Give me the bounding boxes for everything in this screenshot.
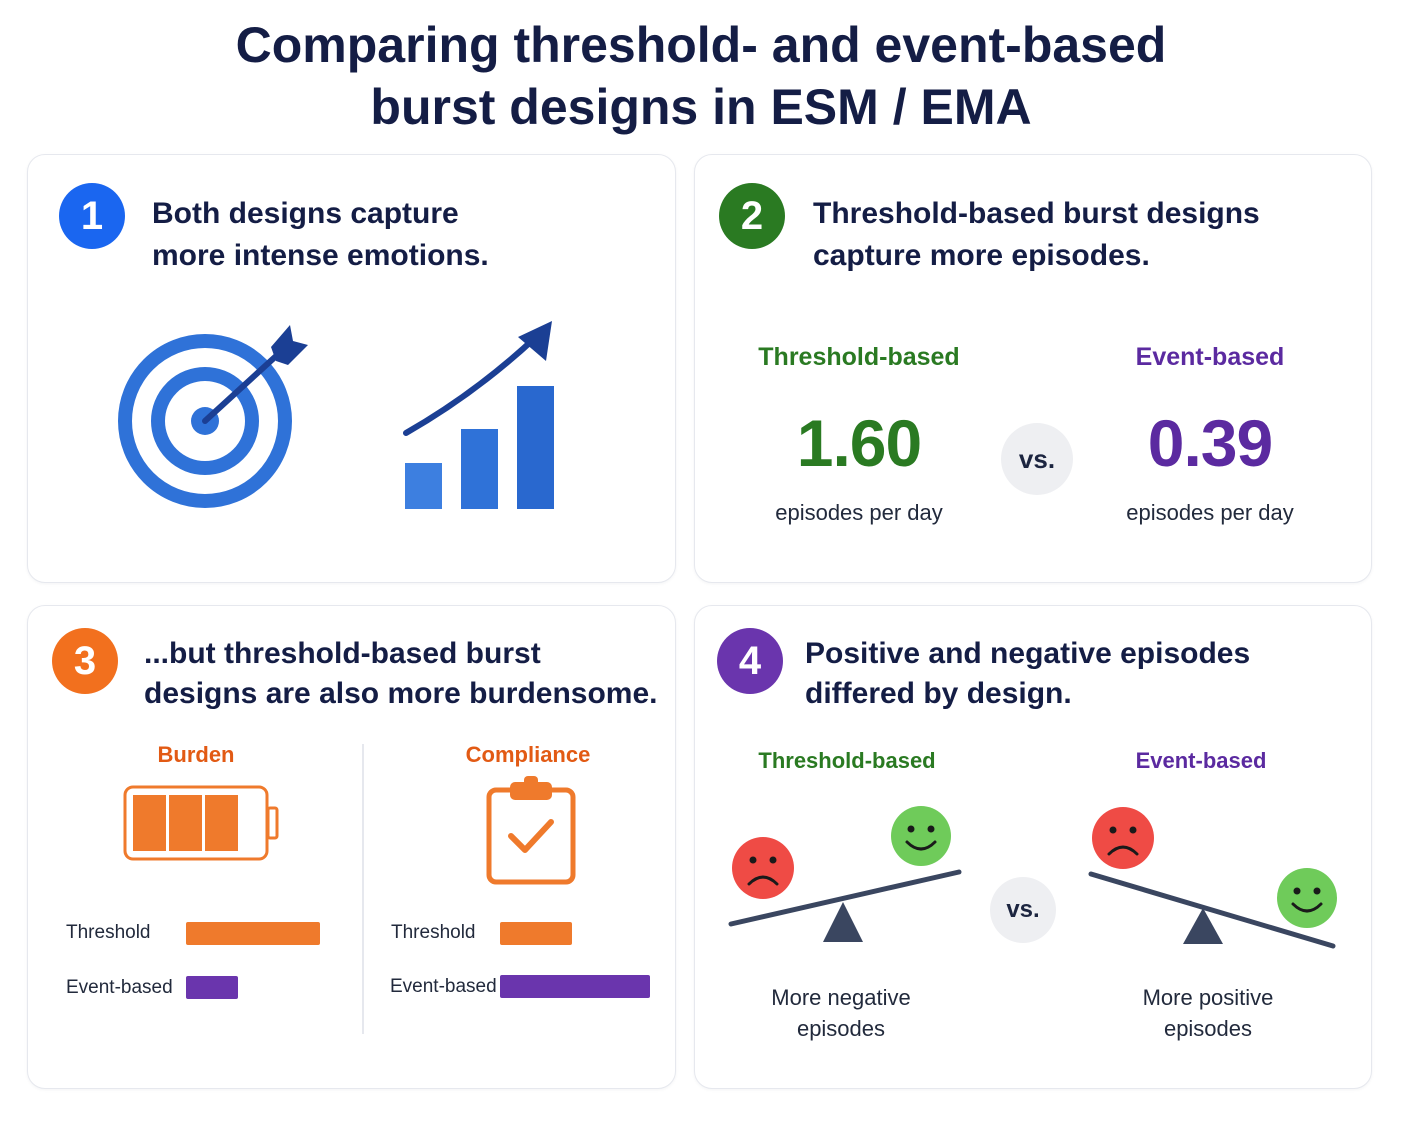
compliance-event-bar [500, 975, 650, 998]
panel-4-heading-line-1: Positive and negative episodes [805, 637, 1251, 670]
panel-3-heading-line-2: designs are also more burdensome. [144, 677, 658, 710]
panel-intense-emotions: 1 Both designs capture more intense emot… [27, 154, 676, 583]
panel-valence: 4 Positive and negative episodes differe… [694, 605, 1372, 1089]
panel-4-heading-line-2: differed by design. [805, 677, 1072, 710]
battery-icon [123, 785, 279, 861]
right-caption-line-2: episodes [1163, 1016, 1253, 1041]
compliance-label: Compliance [465, 742, 591, 767]
panel-1-heading-line-2: more intense emotions. [152, 239, 489, 272]
event-label: Event-based [1135, 343, 1285, 371]
sad-face-icon [732, 837, 794, 899]
column-divider [362, 744, 364, 1034]
valence-event-label: Event-based [1135, 748, 1267, 773]
clipboard-check-icon [486, 776, 576, 885]
threshold-value: 1.60 [796, 406, 922, 480]
event-unit: episodes per day [1126, 500, 1294, 525]
bar-chart-rising-icon [403, 321, 554, 509]
sad-face-icon [1092, 807, 1154, 869]
left-caption-line-1: More negative [771, 985, 911, 1010]
step-number-4: 4 [717, 628, 783, 694]
compliance-event-label: Event-based [390, 976, 497, 997]
target-icon [118, 325, 308, 508]
step-number-1: 1 [59, 183, 125, 249]
page-title: Comparing threshold- and event-based bur… [0, 14, 1402, 138]
valence-threshold-label: Threshold-based [758, 748, 936, 773]
title-line-1: Comparing threshold- and event-based [235, 17, 1167, 73]
panel-more-episodes: 2 Threshold-based burst designs capture … [694, 154, 1372, 583]
panel-3-heading-line-1: ...but threshold-based burst [144, 637, 541, 670]
event-value: 0.39 [1147, 406, 1273, 480]
left-caption: More negative episodes [731, 982, 951, 1044]
burden-threshold-bar [186, 922, 320, 945]
step-number-2: 2 [719, 183, 785, 249]
right-caption-line-1: More positive [1142, 985, 1274, 1010]
panel-3-heading: ...but threshold-based burst designs are… [144, 634, 658, 714]
happy-face-icon [1277, 868, 1337, 928]
panel-4-heading: Positive and negative episodes differed … [805, 634, 1250, 714]
burden-event-label: Event-based [66, 977, 173, 998]
burden-event-bar [186, 976, 238, 999]
compliance-threshold-label: Threshold [391, 922, 476, 943]
panel-burden: 3 ...but threshold-based burst designs a… [27, 605, 676, 1089]
burden-threshold-label: Threshold [66, 922, 151, 943]
vs-badge: vs. [1001, 423, 1073, 495]
panel-1-heading-line-1: Both designs capture [152, 197, 459, 230]
seesaw-icon [728, 806, 962, 942]
panel-2-heading: Threshold-based burst designs capture mo… [813, 193, 1260, 277]
panel-2-heading-line-2: capture more episodes. [813, 239, 1150, 272]
panel-2-heading-line-1: Threshold-based burst designs [813, 197, 1260, 230]
left-caption-line-2: episodes [796, 1016, 886, 1041]
seesaw-icon [1088, 807, 1337, 949]
right-caption: More positive episodes [1098, 982, 1318, 1044]
compliance-threshold-bar [500, 922, 572, 945]
title-line-2: burst designs in ESM / EMA [370, 79, 1032, 135]
happy-face-icon [891, 806, 951, 866]
threshold-label: Threshold-based [758, 343, 960, 371]
valence-vs-badge: vs. [990, 877, 1056, 943]
threshold-unit: episodes per day [775, 500, 943, 525]
burden-label: Burden [157, 742, 235, 767]
panel-1-heading: Both designs capture more intense emotio… [152, 193, 489, 277]
step-number-3: 3 [52, 628, 118, 694]
